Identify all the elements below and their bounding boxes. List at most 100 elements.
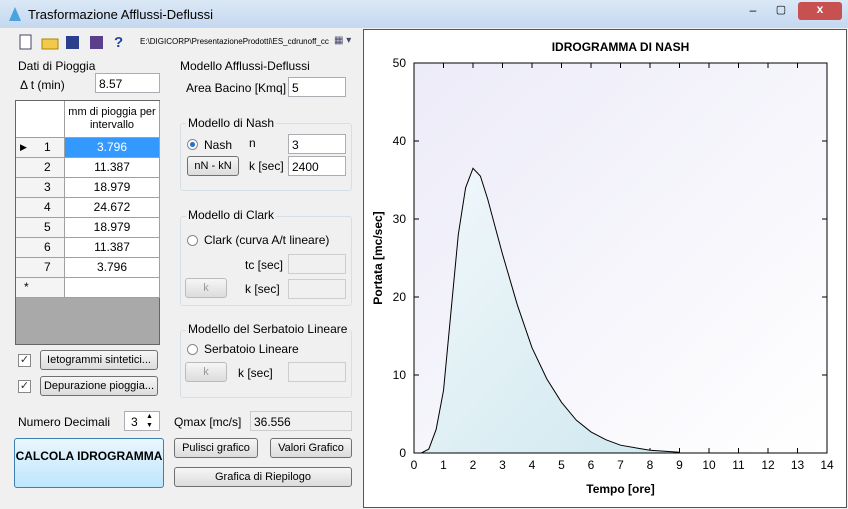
- x-tick-label: 1: [440, 458, 447, 472]
- row-header: 3: [16, 178, 65, 198]
- serbatoio-k-label: k [sec]: [238, 366, 273, 380]
- dt-input[interactable]: 8.57: [95, 73, 160, 93]
- close[interactable]: x: [798, 2, 842, 20]
- x-tick-label: 4: [529, 458, 536, 472]
- title-bar: [0, 0, 848, 28]
- x-tick-label: 3: [499, 458, 506, 472]
- path-dropdown[interactable]: ▦ ▾: [334, 35, 352, 46]
- y-tick-label: 20: [393, 290, 407, 304]
- row-header: 1: [16, 138, 65, 158]
- chart: IDROGRAMMA DI NASH Tempo [ore] Portata [mc…: [363, 29, 847, 508]
- x-axis-label: Tempo [ore]: [586, 482, 654, 496]
- rain-cell[interactable]: 18.979: [65, 178, 160, 198]
- minimize[interactable]: –: [749, 3, 757, 17]
- nash-title: Modello di Nash: [186, 116, 277, 130]
- nash-radio[interactable]: [187, 139, 198, 150]
- model-title: Modello Afflussi-Deflussi: [180, 59, 310, 73]
- x-tick-label: 5: [558, 458, 565, 472]
- n-input[interactable]: 3: [288, 134, 346, 154]
- rain-cell[interactable]: 24.672: [65, 198, 160, 218]
- tc-input[interactable]: [288, 254, 346, 274]
- y-tick-label: 40: [393, 134, 407, 148]
- row-pointer: ▶: [20, 142, 27, 152]
- window-title: Trasformazione Afflussi-Deflussi: [28, 7, 213, 22]
- depurazione-button[interactable]: Depurazione pioggia...: [40, 376, 158, 396]
- save-as-icon[interactable]: [90, 36, 103, 49]
- decimals-label: Numero Decimali: [18, 415, 111, 429]
- spinner[interactable]: ▲ ▼: [146, 413, 153, 429]
- rain-cell[interactable]: 11.387: [65, 158, 160, 178]
- nash-radio-label: Nash: [204, 138, 233, 152]
- column-header: mm di pioggia per intervallo: [65, 101, 160, 138]
- qmax-label: Qmax [mc/s]: [174, 415, 242, 429]
- x-tick-label: 2: [470, 458, 477, 472]
- rain-cell[interactable]: 18.979: [65, 218, 160, 238]
- x-tick-label: 7: [617, 458, 624, 472]
- app-icon: [9, 7, 21, 21]
- help-icon[interactable]: ?: [114, 34, 123, 51]
- row-header: 7: [16, 258, 65, 278]
- n-label: n: [249, 136, 256, 150]
- dt-label: Δ t (min): [20, 78, 65, 92]
- serbatoio-title: Modello del Serbatoio Lineare: [186, 322, 350, 336]
- x-tick-label: 13: [791, 458, 805, 472]
- row-header: 5: [16, 218, 65, 238]
- new-icon[interactable]: [19, 34, 32, 50]
- clark-radio[interactable]: [187, 235, 198, 246]
- serbatoio-radio-label: Serbatoio Lineare: [204, 342, 299, 356]
- nn-kn-button[interactable]: nN - kN: [187, 156, 239, 176]
- clark-k-label: k [sec]: [245, 282, 280, 296]
- x-tick-label: 0: [411, 458, 418, 472]
- serbatoio-k-button[interactable]: k: [185, 362, 227, 382]
- checkbox[interactable]: ✓: [18, 354, 31, 367]
- pulisci-button[interactable]: Pulisci grafico: [174, 438, 258, 458]
- new-row-cell[interactable]: [65, 278, 160, 298]
- qmax-field: 36.556: [250, 411, 352, 431]
- rain-title: Dati di Pioggia: [18, 59, 96, 73]
- checkbox[interactable]: ✓: [18, 380, 31, 393]
- x-tick-label: 14: [820, 458, 834, 472]
- valori-button[interactable]: Valori Grafico: [270, 438, 352, 458]
- area-label: Area Bacino [Kmq]: [186, 81, 287, 95]
- x-tick-label: 6: [588, 458, 595, 472]
- maximize[interactable]: ▢: [775, 4, 787, 16]
- row-header: 4: [16, 198, 65, 218]
- new-row-marker: *: [16, 278, 65, 298]
- rain-cell[interactable]: 3.796: [65, 258, 160, 278]
- row-header: 6: [16, 238, 65, 258]
- clark-radio-label: Clark (curva A/t lineare): [204, 233, 330, 247]
- area: [414, 168, 680, 454]
- clark-title: Modello di Clark: [186, 208, 277, 222]
- y-tick-label: 30: [393, 212, 407, 226]
- corner: [16, 101, 65, 138]
- decimals-input[interactable]: 3: [124, 411, 160, 431]
- line: [414, 167, 680, 454]
- y-tick-label: 10: [393, 368, 407, 382]
- nash-k-input[interactable]: 2400: [288, 156, 346, 176]
- save-icon[interactable]: [66, 36, 79, 49]
- rain-cell[interactable]: 3.796: [65, 138, 160, 158]
- ietogrammi-button[interactable]: Ietogrammi sintetici...: [40, 350, 158, 370]
- clark-k-input[interactable]: [288, 279, 346, 299]
- y-tick-label: 0: [399, 446, 406, 460]
- riepilogo-button[interactable]: Grafica di Riepilogo: [174, 467, 352, 487]
- y-axis-label: Portata [mc/sec]: [371, 211, 385, 304]
- x-tick-label: 9: [676, 458, 683, 472]
- open-icon[interactable]: [41, 38, 59, 50]
- calcola-button[interactable]: CALCOLA IDROGRAMMA: [14, 438, 164, 488]
- rain-cell[interactable]: 11.387: [65, 238, 160, 258]
- x-tick-label: 11: [732, 458, 745, 472]
- serbatoio-k-input[interactable]: [288, 362, 346, 382]
- serbatoio-radio[interactable]: [187, 344, 198, 355]
- toolbar-icons: ?: [19, 34, 123, 51]
- rain-table: mm di pioggia per intervallo 1 3.796 2 11.3…: [15, 100, 160, 345]
- chart-title: IDROGRAMMA DI NASH: [552, 40, 690, 54]
- x-tick-label: 12: [761, 458, 775, 472]
- clark-k-button[interactable]: k: [185, 278, 227, 298]
- x-tick-label: 10: [702, 458, 716, 472]
- plot-frame: [413, 62, 828, 454]
- area-input[interactable]: 5: [288, 77, 346, 97]
- x-tick-label: 8: [647, 458, 654, 472]
- nash-k-label: k [sec]: [249, 159, 284, 173]
